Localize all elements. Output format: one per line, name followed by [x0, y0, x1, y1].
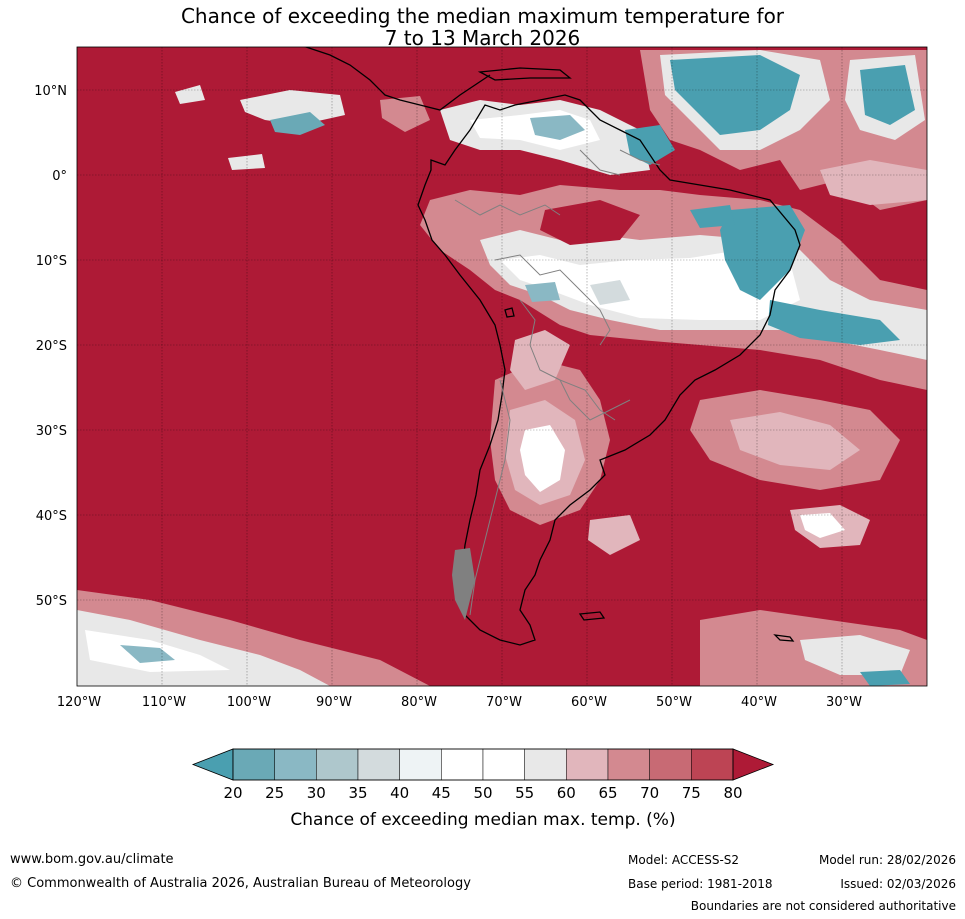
lon-label: 60°W	[571, 695, 607, 710]
footer-url[interactable]: www.bom.gov.au/climate	[10, 852, 174, 867]
map-title: Chance of exceeding the median maximum t…	[0, 5, 965, 49]
coastlines	[303, 47, 801, 646]
falkland-islands	[578, 611, 606, 621]
lon-label: 120°W	[57, 695, 101, 710]
colorbar-swatches	[191, 748, 775, 781]
lat-label: 20°S	[36, 339, 67, 354]
colorbar-swatch	[357, 748, 400, 781]
lon-label: 40°W	[741, 695, 777, 710]
colorbar-tick-label: 35	[348, 784, 367, 802]
central-america-coastline	[303, 47, 491, 111]
colorbar-tick-label: 75	[682, 784, 701, 802]
map-panel	[77, 47, 927, 686]
latitude-labels: 10°N 0° 10°S 20°S 30°S 40°S 50°S	[34, 84, 67, 609]
colorbar-frame	[232, 748, 734, 781]
colorbar-swatch	[316, 748, 359, 781]
colorbar: 20 25 30 35 40 45 50 55 60 65 70 75 80 C…	[191, 748, 775, 830]
lon-label: 90°W	[316, 695, 352, 710]
colorbar-extend-high	[732, 748, 775, 781]
colorbar-tick-label: 50	[473, 784, 492, 802]
lat-label: 30°S	[36, 424, 67, 439]
colorbar-swatch	[482, 748, 525, 781]
colorbar-swatch	[441, 748, 484, 781]
footer-issued: Issued: 02/03/2026	[840, 877, 956, 891]
colorbar-tick-label: 30	[307, 784, 326, 802]
map-frame	[76, 46, 928, 687]
lon-label: 70°W	[486, 695, 522, 710]
colorbar-swatch	[524, 748, 567, 781]
lat-label: 50°S	[36, 594, 67, 609]
longitude-labels: 120°W 110°W 100°W 90°W 80°W 70°W 60°W 50…	[57, 695, 862, 710]
colorbar-tick-label: 55	[515, 784, 534, 802]
colorbar-tick-label: 80	[723, 784, 742, 802]
colorbar-tick-label: 60	[557, 784, 576, 802]
lake-titicaca	[504, 307, 515, 318]
lat-label: 0°	[52, 169, 67, 184]
colorbar-tick-label: 70	[640, 784, 659, 802]
cuba-coastline	[477, 67, 572, 81]
colorbar-tick-label: 40	[390, 784, 409, 802]
lat-label: 40°S	[36, 509, 67, 524]
lon-label: 100°W	[227, 695, 271, 710]
colorbar-tick-label: 20	[223, 784, 242, 802]
south-america-coastline	[417, 94, 801, 646]
colorbar-tick-labels: 20 25 30 35 40 45 50 55 60 65 70 75 80	[223, 784, 742, 802]
lon-label: 30°W	[826, 695, 862, 710]
colorbar-swatch	[691, 748, 734, 781]
footer-disclaimer: Boundaries are not considered authoritat…	[690, 899, 956, 913]
footer-copyright: © Commonwealth of Australia 2026, Austra…	[10, 876, 471, 891]
patagonia-icefield	[452, 548, 475, 620]
lon-label: 110°W	[142, 695, 186, 710]
colorbar-swatch	[399, 748, 442, 781]
colorbar-tick-label: 45	[432, 784, 451, 802]
colorbar-tick-label: 65	[598, 784, 617, 802]
colorbar-swatch	[274, 748, 317, 781]
footer-base-period: Base period: 1981-2018	[628, 877, 773, 891]
colorbar-swatch	[232, 748, 275, 781]
lat-label: 10°S	[36, 254, 67, 269]
colorbar-extend-low	[191, 748, 234, 781]
probability-field	[77, 50, 927, 686]
colorbar-swatch	[649, 748, 692, 781]
colorbar-swatch	[566, 748, 609, 781]
map-gridlines	[77, 47, 927, 686]
footer-model-run: Model run: 28/02/2026	[818, 853, 956, 867]
colorbar-tick-label: 25	[265, 784, 284, 802]
title-line-2: 7 to 13 March 2026	[384, 26, 581, 50]
lon-label: 50°W	[656, 695, 692, 710]
colorbar-label: Chance of exceeding median max. temp. (%…	[290, 810, 675, 830]
lat-label: 10°N	[34, 84, 67, 99]
lon-label: 80°W	[401, 695, 437, 710]
title-line-1: Chance of exceeding the median maximum t…	[180, 4, 785, 28]
footer-model: Model: ACCESS-S2	[628, 853, 740, 867]
south-georgia	[773, 634, 795, 642]
colorbar-swatch	[607, 748, 650, 781]
